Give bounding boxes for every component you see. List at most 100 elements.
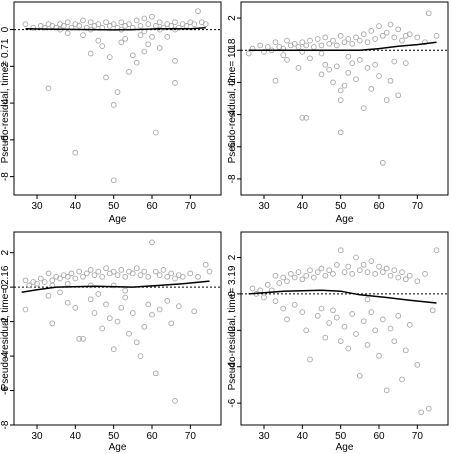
panel-time-3-19-frame bbox=[240, 231, 449, 426]
panel-time-1-18-point bbox=[322, 61, 329, 68]
panel-time-3-19-point bbox=[345, 263, 352, 270]
panel-time-1-18-point bbox=[303, 42, 310, 49]
panel-time-2-16-point bbox=[172, 398, 178, 404]
panel-time-1-18-xlabel: Age bbox=[336, 214, 354, 225]
panel-time-2-16-point bbox=[156, 306, 163, 313]
panel-time-3-19-point bbox=[395, 312, 402, 319]
panel-time-1-18-point bbox=[284, 37, 290, 44]
panel-time-2-16-point bbox=[114, 318, 121, 325]
panel-time-3-19-point bbox=[345, 345, 352, 352]
panel-time-2-16-xtick-label: 70 bbox=[185, 431, 197, 442]
panel-time-1-18-point bbox=[318, 50, 325, 57]
panel-time-1-18-point bbox=[345, 69, 352, 76]
panel-time-0-71-point bbox=[172, 26, 178, 33]
panel-time-3-19-point bbox=[360, 318, 367, 325]
panel-time-0-71-point bbox=[64, 19, 71, 26]
panel-time-1-18-point bbox=[264, 44, 271, 50]
panel-time-3-19-xlabel: Age bbox=[336, 442, 354, 453]
panel-time-3-19-point bbox=[249, 285, 256, 292]
panel-time-2-16-point bbox=[87, 282, 94, 289]
panel-time-2-16-point bbox=[64, 299, 71, 306]
panel-time-1-18-point bbox=[318, 71, 325, 78]
panel-time-0-71-point bbox=[64, 30, 71, 37]
panel-time-3-19-ytick-label: -4 bbox=[227, 362, 238, 371]
panel-time-0-71-point bbox=[95, 37, 102, 44]
panel-time-3-19-point bbox=[376, 263, 382, 270]
panel-time-3-19-point bbox=[425, 405, 432, 412]
panel-time-1-18-point bbox=[299, 49, 306, 55]
panel-time-0-71-ytick-label: -8 bbox=[0, 172, 11, 181]
panel-time-0-71-point bbox=[95, 21, 102, 27]
panel-time-3-19-point bbox=[257, 287, 264, 294]
panel-time-1-18-point bbox=[307, 55, 313, 62]
panel-time-2-16-point bbox=[103, 265, 109, 272]
panel-time-1-18-point bbox=[326, 66, 333, 73]
panel-time-1-18-point bbox=[333, 63, 340, 70]
panel-time-2-16-point bbox=[145, 273, 152, 280]
panel-time-2-16-point bbox=[110, 268, 117, 275]
panel-time-3-19-smooth-line bbox=[248, 289, 437, 304]
panel-time-0-71-frame bbox=[13, 1, 222, 196]
panel-time-1-18-point bbox=[341, 39, 348, 46]
panel-time-2-16-point bbox=[106, 315, 113, 322]
panel-time-0-71-point bbox=[137, 23, 144, 29]
panel-time-2-16-point bbox=[57, 289, 63, 296]
panel-time-2-16-frame bbox=[13, 231, 222, 426]
panel-time-3-19-point bbox=[284, 278, 290, 285]
panel-time-2-16-point bbox=[175, 303, 182, 309]
panel-time-3-19-point bbox=[314, 312, 321, 319]
panel-time-2-16-point bbox=[26, 282, 33, 289]
panel-time-3-19-point bbox=[303, 272, 310, 279]
panel-time-3-19-point bbox=[307, 267, 313, 274]
panel-time-2-16-point bbox=[45, 292, 52, 299]
panel-time-2-16-point bbox=[91, 272, 98, 278]
panel-time-1-18-point bbox=[295, 65, 302, 71]
panel-time-1-18-xtick-label: 40 bbox=[297, 201, 309, 212]
panel-time-3-19-point bbox=[310, 274, 317, 281]
panel-time-1-18-point bbox=[372, 61, 379, 68]
panel-time-2-16-point bbox=[187, 270, 194, 277]
panel-time-3-19-point bbox=[353, 331, 359, 337]
panel-time-2-16-point bbox=[80, 335, 86, 342]
panel-time-0-71-xlabel: Age bbox=[109, 214, 127, 225]
panel-time-3-19-xtick-label: 60 bbox=[373, 431, 385, 442]
panel-time-0-71-point bbox=[103, 19, 109, 26]
panel-time-0-71-ytick-label: 0 bbox=[0, 26, 11, 32]
panel-time-2-16-ytick-label: -4 bbox=[0, 351, 11, 360]
panel-time-1-18-point bbox=[414, 34, 421, 41]
panel-time-2-16-point bbox=[72, 304, 79, 311]
panel-time-0-71-point bbox=[149, 13, 155, 20]
panel-time-2-16-smooth-line bbox=[21, 280, 210, 294]
panel-time-2-16-point bbox=[87, 296, 94, 303]
panel-time-3-19-point bbox=[399, 376, 405, 383]
panel-time-3-19-point bbox=[414, 362, 421, 368]
panel-time-1-18-xtick-label: 70 bbox=[412, 201, 424, 212]
panel-time-1-18-point bbox=[314, 36, 321, 42]
panel-time-2-16-xtick-label: 40 bbox=[70, 431, 82, 442]
panel-time-2-16-xtick-label: 50 bbox=[108, 431, 120, 442]
panel-time-3-19-point bbox=[287, 271, 294, 277]
panel-time-1-18-point bbox=[349, 40, 356, 47]
panel-time-3-19-point bbox=[326, 320, 333, 326]
panel-time-2-16-point bbox=[133, 339, 140, 346]
panel-time-2-16-point bbox=[149, 311, 155, 318]
panel-time-1-18-xtick-label: 30 bbox=[258, 201, 270, 212]
panel-time-3-19-point bbox=[284, 316, 290, 323]
panel-time-3-19-point bbox=[402, 276, 409, 283]
panel-time-2-16-point bbox=[152, 268, 159, 275]
panel-time-2-16-xtick-label: 60 bbox=[146, 431, 158, 442]
panel-time-2-16-point bbox=[49, 277, 56, 284]
panel-time-1-18-point bbox=[280, 52, 287, 58]
panel-time-2-16-point bbox=[72, 275, 79, 282]
panel-time-3-19-point bbox=[318, 265, 325, 272]
panel-time-3-19-point bbox=[356, 267, 363, 274]
panel-time-3-19-point bbox=[406, 272, 413, 279]
panel-time-1-18-point bbox=[356, 57, 363, 63]
panel-time-1-18-point bbox=[383, 29, 390, 36]
panel-time-0-71-xtick-label: 40 bbox=[70, 201, 82, 212]
panel-time-2-16-point bbox=[122, 287, 129, 294]
panel-time-3-19-point bbox=[272, 272, 279, 279]
panel-time-3-19-xtick-label: 30 bbox=[258, 431, 270, 442]
panel-time-0-71-point bbox=[152, 129, 159, 136]
panel-time-3-19-point bbox=[387, 272, 394, 279]
